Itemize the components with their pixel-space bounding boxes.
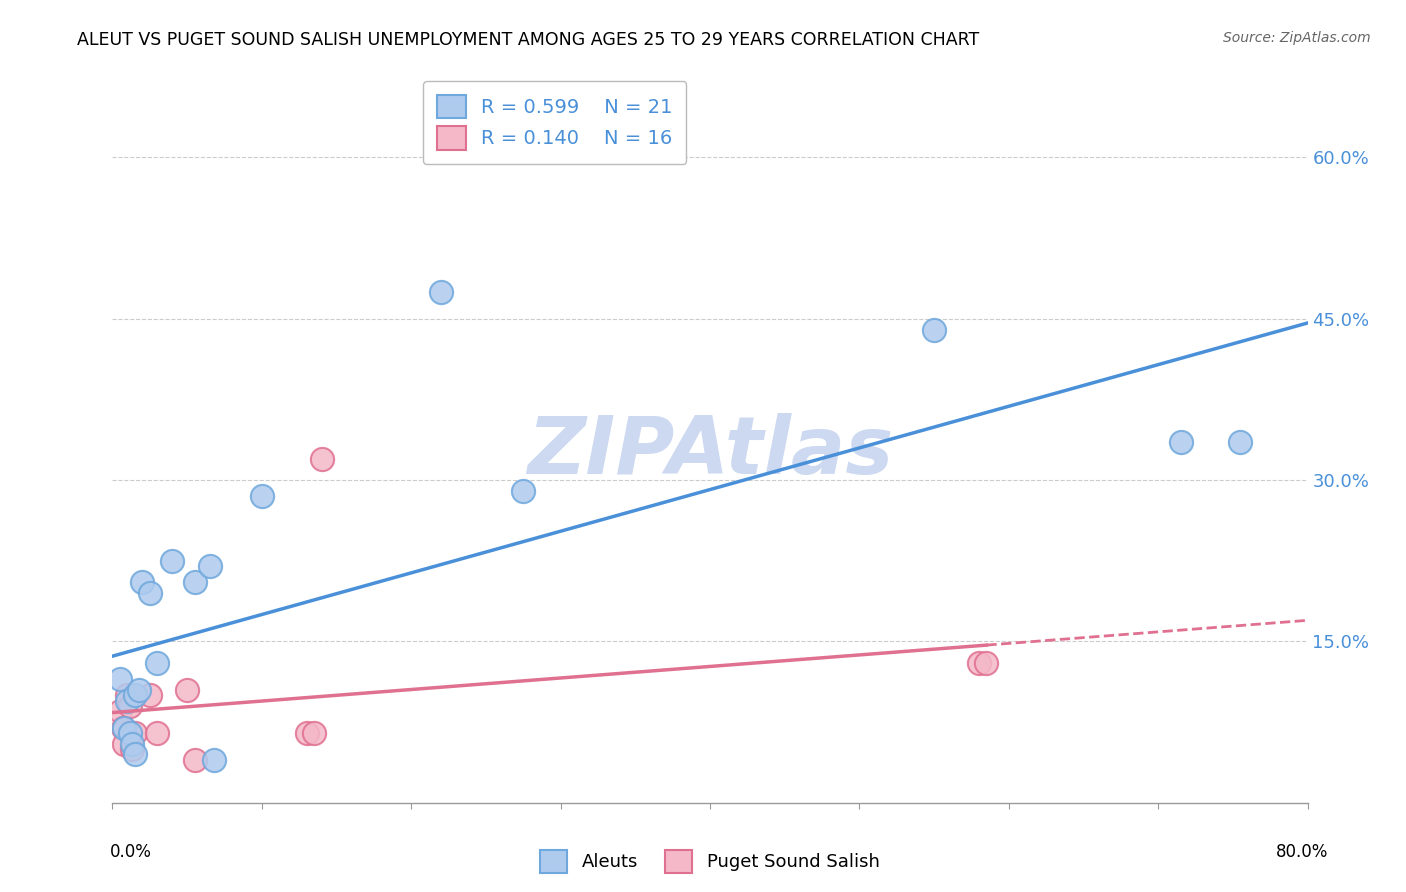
Point — [1170, 435, 1192, 450]
Point — [162, 554, 183, 568]
Text: 80.0%: 80.0% — [1277, 843, 1329, 861]
Point — [311, 451, 333, 466]
Point — [183, 753, 205, 767]
Point — [302, 726, 325, 740]
Point — [250, 489, 273, 503]
Point — [512, 483, 534, 498]
Text: ALEUT VS PUGET SOUND SALISH UNEMPLOYMENT AMONG AGES 25 TO 29 YEARS CORRELATION C: ALEUT VS PUGET SOUND SALISH UNEMPLOYMENT… — [77, 31, 980, 49]
Point — [108, 672, 131, 686]
Point — [124, 688, 146, 702]
Point — [967, 656, 990, 670]
Point — [111, 721, 134, 735]
Point — [108, 705, 131, 719]
Point — [131, 575, 153, 590]
Point — [120, 698, 142, 713]
Point — [124, 747, 146, 762]
Point — [128, 682, 150, 697]
Point — [139, 586, 162, 600]
Point — [430, 285, 453, 299]
Point — [114, 737, 135, 751]
Point — [146, 656, 169, 670]
Point — [295, 726, 318, 740]
Point — [121, 742, 143, 756]
Point — [922, 322, 945, 336]
Text: 0.0%: 0.0% — [110, 843, 152, 861]
Point — [139, 688, 162, 702]
Point — [1229, 435, 1251, 450]
Point — [202, 753, 225, 767]
Point — [146, 726, 169, 740]
Point — [121, 737, 143, 751]
Point — [976, 656, 998, 670]
Point — [183, 575, 205, 590]
Point — [117, 693, 139, 707]
Point — [117, 688, 139, 702]
Legend: R = 0.599    N = 21, R = 0.140    N = 16: R = 0.599 N = 21, R = 0.140 N = 16 — [423, 81, 686, 163]
Point — [176, 682, 198, 697]
Text: ZIPAtlas: ZIPAtlas — [527, 413, 893, 491]
Point — [114, 721, 135, 735]
Point — [198, 559, 221, 574]
Text: Source: ZipAtlas.com: Source: ZipAtlas.com — [1223, 31, 1371, 45]
Point — [124, 726, 146, 740]
Point — [120, 726, 142, 740]
